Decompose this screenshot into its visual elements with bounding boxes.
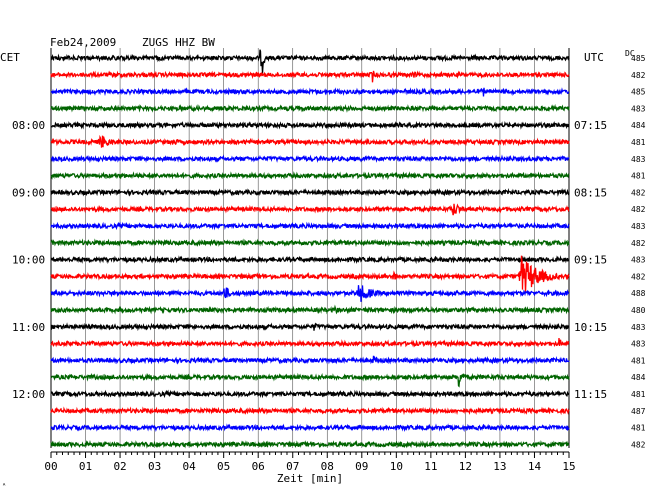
x-tick-label: 13 — [493, 460, 506, 473]
right-axis-label: UTC — [584, 51, 604, 64]
footer-mark: ᴬ — [2, 481, 6, 490]
x-tick-label: 11 — [424, 460, 437, 473]
dc-value: 481 — [631, 138, 646, 147]
utc-hour-label: 07:15 — [574, 119, 607, 132]
x-tick-label: 03 — [148, 460, 161, 473]
trace-row — [50, 439, 570, 449]
dc-value: 484 — [631, 121, 646, 130]
dc-value: 485 — [631, 54, 646, 63]
x-tick-label: 05 — [217, 460, 230, 473]
trace-row — [50, 255, 570, 293]
dc-value: 481 — [631, 424, 646, 433]
dc-value: 483 — [631, 104, 646, 113]
dc-value: 483 — [631, 323, 646, 332]
trace-row — [50, 49, 570, 74]
trace-row — [50, 154, 570, 164]
trace-row — [50, 70, 570, 83]
trace-row — [50, 238, 570, 248]
plot-date: Feb24,2009 — [50, 36, 116, 49]
utc-hour-label: 11:15 — [574, 388, 607, 401]
trace-row — [50, 103, 570, 113]
dc-value: 481 — [631, 390, 646, 399]
x-tick-label: 14 — [528, 460, 542, 473]
trace-row — [50, 406, 570, 416]
trace-row — [50, 221, 570, 231]
trace-row — [50, 423, 570, 433]
trace-row — [50, 389, 570, 399]
trace-row — [50, 322, 570, 332]
dc-value: 483 — [631, 222, 646, 231]
seismic-traces — [50, 49, 570, 449]
dc-value: 485 — [631, 88, 646, 97]
cet-hour-label: 10:00 — [12, 254, 45, 267]
dc-value: 482 — [631, 205, 646, 214]
trace-row — [50, 171, 570, 181]
x-tick-label: 10 — [390, 460, 403, 473]
dc-value: 482 — [631, 188, 646, 197]
cet-hour-label: 12:00 — [12, 388, 45, 401]
dc-value: 487 — [631, 407, 646, 416]
trace-row — [50, 304, 570, 315]
dc-value: 482 — [631, 272, 646, 281]
utc-hour-label: 08:15 — [574, 186, 607, 199]
dc-value: 482 — [631, 239, 646, 248]
utc-hour-label: 09:15 — [574, 254, 607, 267]
trace-row — [50, 120, 570, 130]
dc-value: 483 — [631, 256, 646, 265]
dc-value: 481 — [631, 172, 646, 181]
left-axis-label: CET — [0, 51, 20, 64]
trace-row — [50, 372, 570, 388]
x-tick-label: 04 — [183, 460, 197, 473]
x-tick-label: 00 — [44, 460, 57, 473]
x-tick-label: 07 — [286, 460, 299, 473]
x-tick-label: 08 — [321, 460, 334, 473]
dc-value: 488 — [631, 289, 646, 298]
plot-station: ZUGS HHZ BW — [142, 36, 215, 49]
dc-value: 484 — [631, 373, 646, 382]
dc-value: 481 — [631, 356, 646, 365]
x-tick-label: 09 — [355, 460, 368, 473]
x-axis-label: Zeit [min] — [277, 472, 343, 485]
trace-row — [50, 87, 570, 97]
utc-hour-label: 10:15 — [574, 321, 607, 334]
dc-value: 480 — [631, 306, 646, 315]
hour-labels: 08:00 09:00 10:00 11:00 12:00 07:15 08:15 09:15… — [12, 119, 607, 401]
trace-row — [50, 187, 570, 197]
dc-values: 485 482 485 483 484 481 483 481 482 482 483 482 483 4… — [631, 54, 646, 449]
x-tick-label: 15 — [562, 460, 575, 473]
dc-value: 482 — [631, 440, 646, 449]
x-tick-label: 02 — [113, 460, 126, 473]
cet-hour-label: 08:00 — [12, 119, 45, 132]
dc-value: 482 — [631, 71, 646, 80]
cet-hour-label: 11:00 — [12, 321, 45, 334]
dc-value: 483 — [631, 340, 646, 349]
x-tick-label: 01 — [79, 460, 92, 473]
trace-row — [50, 255, 570, 265]
x-axis: 00 01 02 03 04 05 06 07 08 09 10 11 12 13 14 15 — [44, 451, 576, 473]
x-tick-label: 06 — [252, 460, 265, 473]
trace-row — [50, 203, 570, 216]
dc-value: 483 — [631, 155, 646, 164]
dc-label: DC — [625, 49, 635, 58]
cet-hour-label: 09:00 — [12, 186, 45, 199]
trace-row — [50, 338, 570, 349]
trace-row — [50, 285, 570, 302]
trace-row — [50, 355, 570, 365]
trace-row — [50, 134, 570, 149]
x-tick-label: 12 — [459, 460, 472, 473]
time-gridlines — [50, 48, 570, 448]
